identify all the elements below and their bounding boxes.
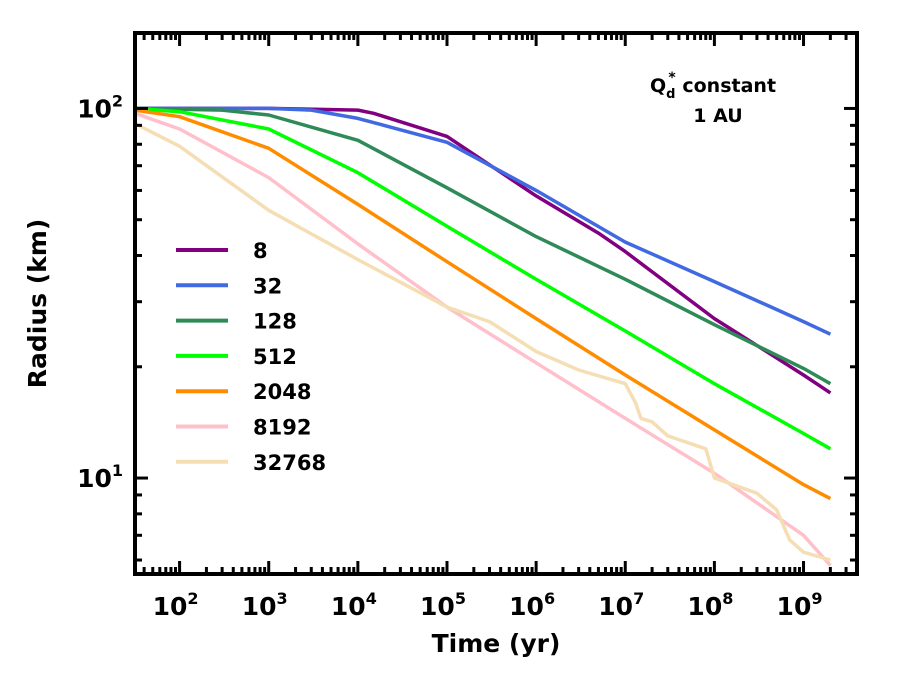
x-tick-label: 108 xyxy=(687,589,733,621)
x-tick-label-base: 10 xyxy=(420,592,455,621)
y-axis-title: Radius (km) xyxy=(23,219,52,389)
y-tick-label-base: 10 xyxy=(77,464,112,493)
legend-label: 512 xyxy=(253,345,297,369)
series-line-32768 xyxy=(134,122,831,562)
annotation-superscript: * xyxy=(668,70,676,86)
series-line-8192 xyxy=(134,111,832,567)
series-line-128 xyxy=(134,106,832,386)
plot-lines xyxy=(134,106,832,567)
legend-label: 8 xyxy=(253,239,268,263)
series-line-32 xyxy=(135,106,832,336)
legend-label: 8192 xyxy=(253,416,311,440)
annotation: Qd* constant 1 AU xyxy=(650,70,776,127)
y-tick-label-base: 10 xyxy=(77,94,112,123)
legend-label: 2048 xyxy=(253,380,311,404)
x-tick-label: 103 xyxy=(242,589,288,621)
series-line-8 xyxy=(135,106,832,395)
x-axis-title: Time (yr) xyxy=(432,629,561,658)
legend-label: 128 xyxy=(253,310,297,334)
series-line-512 xyxy=(134,106,832,451)
legend-label: 32 xyxy=(253,274,282,298)
annotation-line-1: Qd* constant xyxy=(650,70,776,102)
x-tick-label: 109 xyxy=(777,589,823,621)
x-tick-label-base: 10 xyxy=(598,592,633,621)
series-line-2048 xyxy=(134,108,832,501)
x-tick-label-base: 10 xyxy=(687,592,722,621)
x-tick-label-exp: 7 xyxy=(633,589,644,608)
x-tick-label: 105 xyxy=(420,589,466,621)
x-tick-label-exp: 3 xyxy=(277,589,288,608)
x-tick-label-exp: 9 xyxy=(811,589,822,608)
x-tick-label-base: 10 xyxy=(242,592,277,621)
y-tick-label: 102 xyxy=(77,91,123,123)
x-tick-label-exp: 2 xyxy=(187,589,198,608)
x-tick-label-base: 10 xyxy=(509,592,544,621)
legend-label: 32768 xyxy=(253,451,326,475)
x-tick-label: 106 xyxy=(509,589,555,621)
x-tick-label-base: 10 xyxy=(153,592,188,621)
x-tick-label-base: 10 xyxy=(331,592,366,621)
plot-frame xyxy=(133,31,859,576)
y-tick-label-exp: 2 xyxy=(112,91,123,110)
y-tick-label-exp: 1 xyxy=(112,461,123,480)
y-tick-label: 101 xyxy=(77,461,123,493)
x-tick-label-exp: 4 xyxy=(366,589,377,608)
x-tick-label: 102 xyxy=(153,589,199,621)
x-tick-label: 104 xyxy=(331,589,377,621)
x-tick-label: 107 xyxy=(598,589,644,621)
x-tick-label-exp: 6 xyxy=(544,589,555,608)
x-tick-label-base: 10 xyxy=(777,592,812,621)
annotation-line-2: 1 AU xyxy=(693,105,742,127)
annotation-subscript: d xyxy=(666,87,675,102)
annotation-rest: constant xyxy=(676,75,776,97)
annotation-q: Q xyxy=(650,75,666,97)
x-tick-label-exp: 5 xyxy=(455,589,466,608)
axis-ticks xyxy=(135,33,857,574)
legend: 8 32 128 512 2048 8192 32768 xyxy=(176,239,326,475)
x-tick-label-exp: 8 xyxy=(722,589,733,608)
